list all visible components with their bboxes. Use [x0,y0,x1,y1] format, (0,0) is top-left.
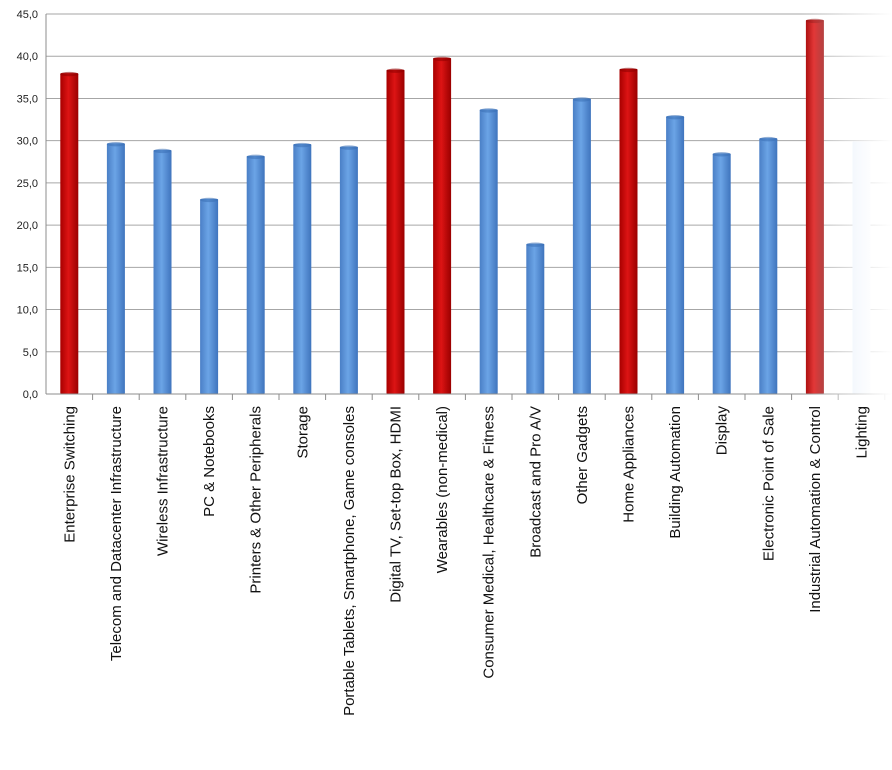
bar-11 [526,243,545,394]
y-tick-label: 35,0 [17,93,38,105]
x-category-label: Digital TV, Set-top Box, HDMI [388,406,405,603]
bar-15 [712,153,731,394]
y-tick-label: 15,0 [17,262,38,274]
bar-10 [479,109,498,394]
bar-cap-7 [339,145,358,150]
x-category-label: Industrial Automation & Control [807,406,824,613]
x-category-label: Enterprise Switching [61,406,78,543]
x-category-label: Portable Tablets, Smartphone, Game conso… [341,406,358,716]
bar-cap-2 [106,142,125,147]
y-tick-label: 0,0 [23,389,38,401]
bar-1 [60,73,79,394]
x-category-label: Electronic Point of Sale [760,406,777,561]
x-category-label: Home Appliances [621,406,638,523]
y-tick-label: 10,0 [17,305,38,317]
bar-8 [386,69,405,394]
axes [45,14,892,400]
y-axis-ticks: 0,0 5,0 10,0 15,0 20,0 25,0 30,0 35,0 40,0 45,0 [17,9,38,401]
y-tick-label: 45,0 [17,9,38,21]
bar-cap-10 [479,108,498,113]
bar-cap-15 [712,152,731,157]
x-category-label: Storage [294,406,311,459]
x-axis-labels: Enterprise Switching Telecom and Datacent… [61,406,870,716]
bar-cap-5 [246,154,265,160]
bar-cap-12 [572,97,591,102]
x-category-label: Telecom and Datacenter Infrastructure [108,406,125,661]
y-tick-label: 5,0 [23,347,38,359]
gridlines [46,13,892,353]
bars [60,18,871,395]
bar-7 [339,146,358,394]
bar-14 [666,116,685,394]
bar-cap-3 [153,148,172,154]
bar-cap-1 [60,71,79,77]
bar-16 [759,138,778,394]
bar-cap-11 [526,242,545,247]
bar-cap-16 [759,136,778,142]
bar-cap-14 [666,114,685,120]
x-category-label: Lighting [854,406,871,459]
bar-3 [153,149,172,394]
bar-2 [106,143,125,394]
y-tick-label: 20,0 [17,220,38,232]
bar-12 [572,98,591,394]
x-category-label: Wireless Infrastructure [155,406,172,556]
x-category-label: Other Gadgets [574,406,591,504]
bar-6 [293,144,312,394]
bar-5 [246,155,265,394]
x-category-label: Broadcast and Pro A/V [527,406,544,558]
x-category-label: Display [714,406,731,456]
x-category-label: PC & Notebooks [201,406,218,517]
y-tick-label: 40,0 [17,51,38,63]
bar-9 [433,57,452,395]
bar-cap-9 [433,56,452,62]
bar-13 [619,68,638,394]
x-category-label: Printers & Other Peripherals [248,406,265,594]
y-tick-label: 30,0 [17,136,38,148]
bar-cap-4 [200,197,219,203]
x-category-label: Consumer Medical, Healthcare & Fitness [481,406,498,679]
bar-cap-6 [293,142,312,148]
right-fade-overlay [800,0,892,400]
x-category-label: Wearables (non-medical) [434,406,451,573]
x-category-label: Building Automation [667,406,684,539]
y-tick-label: 25,0 [17,178,38,190]
bar-cap-13 [619,67,638,73]
bar-cap-8 [386,68,405,73]
bar-4 [200,198,219,394]
